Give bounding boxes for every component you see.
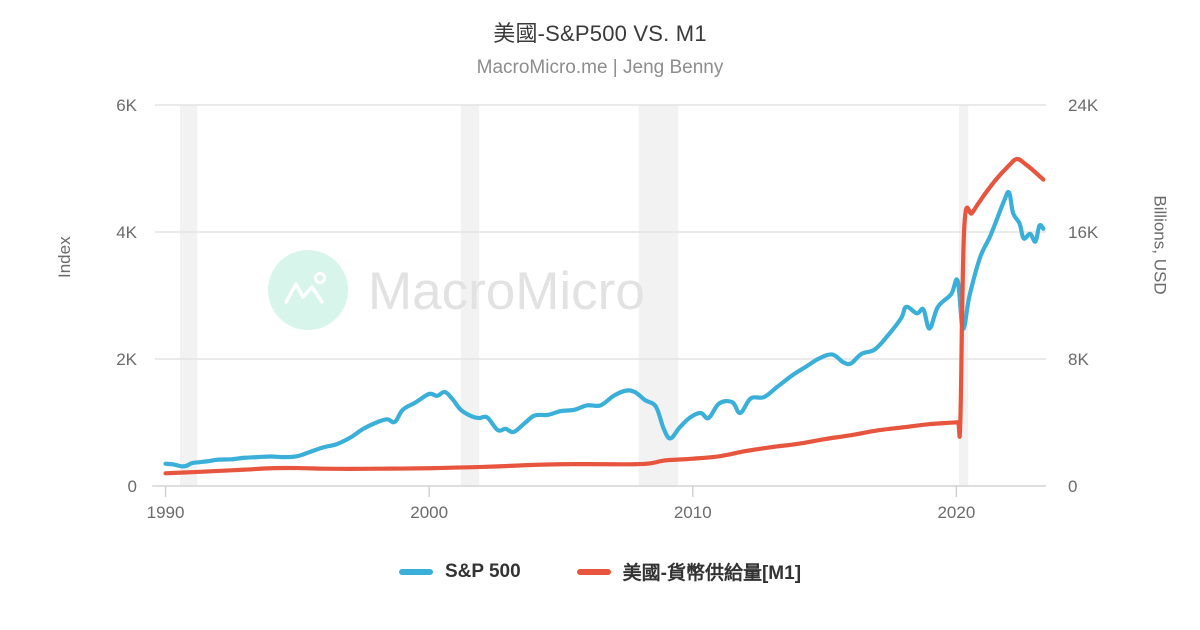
- y-tick-label-left: 4K: [116, 223, 137, 242]
- x-tick-label: 2000: [410, 503, 448, 522]
- legend-label-m1: 美國-貨幣供給量[M1]: [622, 563, 802, 584]
- y-tick-label-left: 2K: [116, 350, 137, 369]
- legend-swatch-m1: [576, 568, 611, 575]
- y-tick-label-right: 8K: [1068, 350, 1089, 369]
- axes: [152, 485, 1046, 497]
- legend-item-sp500[interactable]: S&P 500: [398, 560, 521, 583]
- macromicro-logo-dot-icon: [313, 271, 327, 285]
- macromicro-logo-icon: [284, 282, 324, 304]
- legend-item-m1[interactable]: 美國-貨幣供給量[M1]: [576, 558, 802, 585]
- legend-label-sp500: S&P 500: [444, 560, 521, 582]
- y-tick-label-left: 6K: [116, 96, 137, 115]
- y-tick-label-right: 0: [1068, 477, 1077, 496]
- recession-band: [180, 105, 198, 486]
- chart-subtitle: MacroMicro.me | Jeng Benny: [476, 57, 724, 78]
- watermark-text: MacroMicro: [368, 262, 645, 321]
- page-title: 美國-S&P500 VS. M1: [493, 21, 707, 46]
- y-axis-label-left: Index: [55, 236, 74, 278]
- watermark: MacroMicro: [268, 250, 645, 330]
- x-tick-label: 1990: [147, 503, 185, 522]
- legend-swatch-sp500: [398, 568, 433, 575]
- series-line-sp500: [163, 189, 1046, 469]
- recession-band: [638, 105, 679, 486]
- series-lines: [163, 156, 1046, 476]
- y-axis-label-right: Billions, USD: [1150, 195, 1170, 295]
- tick-labels: 0 2K 4K 6K 0 8K 16K 24K 1990 2000 2010 2020: [116, 96, 1099, 522]
- chart-legend: S&P 500 美國-貨幣供給量[M1]: [0, 558, 1200, 585]
- recession-band: [460, 105, 480, 486]
- x-tick-label: 2020: [937, 503, 975, 522]
- x-tick-label: 2010: [674, 503, 712, 522]
- y-tick-label-right: 24K: [1068, 96, 1099, 115]
- y-tick-label-left: 0: [128, 477, 137, 496]
- series-line-m1: [163, 156, 1046, 476]
- y-tick-label-right: 16K: [1068, 223, 1099, 242]
